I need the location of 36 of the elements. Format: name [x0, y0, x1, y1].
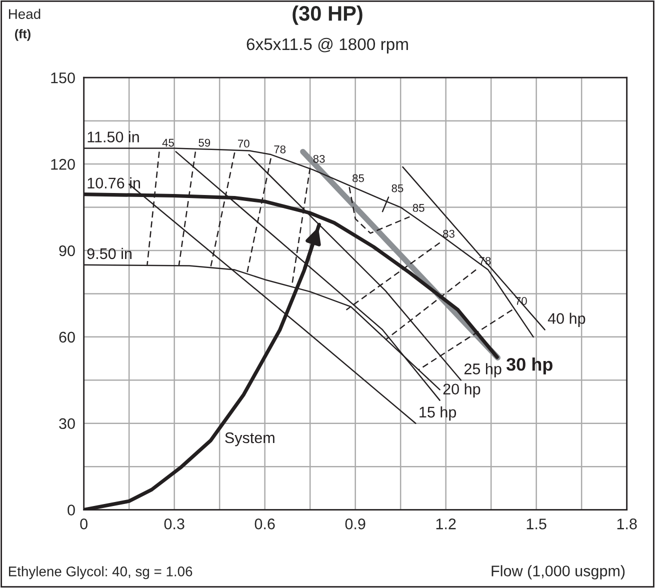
x-tick-label: 0.6: [254, 518, 275, 530]
annotation: System: [225, 432, 274, 446]
annotation: 40 hp: [548, 312, 586, 327]
annotation: 85: [412, 204, 424, 212]
x-axis-title: Flow (1,000 usgpm): [492, 565, 625, 580]
text: Ethylene Glycol: 40, sg = 1.06: [9, 566, 192, 580]
text: (ft): [15, 29, 30, 41]
annotation: 11.50 in: [88, 131, 139, 142]
annotation: 20 hp: [443, 383, 480, 398]
annotation: 85: [352, 174, 364, 182]
annotation: 59: [198, 138, 210, 147]
annotation: 70: [238, 140, 250, 148]
y-tick-label: 150: [51, 72, 75, 84]
x-tick-label: 1.2: [436, 518, 456, 530]
x-tick-label: 1.8: [617, 518, 637, 530]
x-tick-label: 0.3: [164, 518, 184, 530]
annotation: 45: [162, 138, 174, 147]
y-tick-label: 0: [68, 504, 75, 516]
y-tick-label: 90: [59, 245, 75, 256]
annotation: 9.50 in: [87, 248, 132, 260]
y-axis-title: Head: [9, 8, 40, 19]
annotation: 83: [313, 154, 325, 163]
annotation: 83: [443, 230, 454, 238]
annotation: 25 hp: [464, 363, 502, 378]
annotation: 85: [392, 184, 404, 192]
y-tick-label: 30: [59, 418, 75, 430]
annotation: 78: [274, 145, 286, 154]
annotation: 30 hp: [506, 358, 552, 374]
annotation: 15 hp: [420, 406, 456, 421]
y-tick-label: 120: [51, 158, 75, 170]
x-tick-label: 0: [80, 518, 88, 530]
x-tick-label: 0.9: [345, 518, 366, 530]
chart-subtitle: 6x5x11.5 @ 1800 rpm: [246, 38, 408, 54]
y-tick-label: 60: [59, 332, 75, 343]
chart-title: (30 HP): [292, 5, 362, 25]
x-tick-label: 1.5: [526, 518, 546, 530]
